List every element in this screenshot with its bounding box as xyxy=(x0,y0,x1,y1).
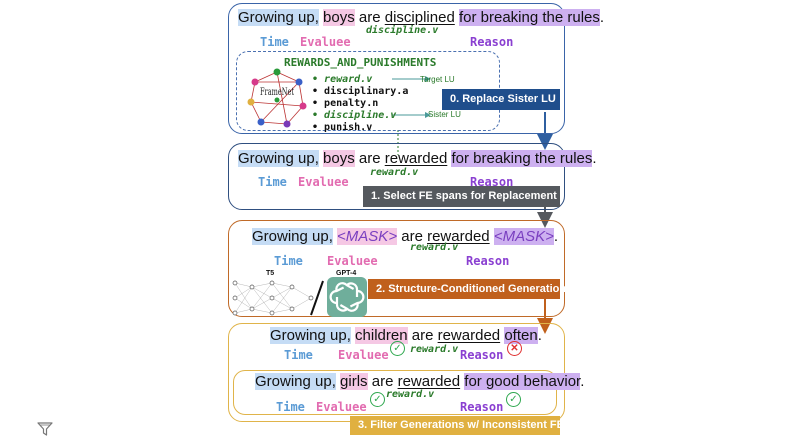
sentence-text: are xyxy=(367,373,398,390)
funnel-icon[interactable] xyxy=(37,421,53,437)
model-label-t5: T5 xyxy=(266,270,275,277)
replaced-lu: rewarded xyxy=(384,150,448,167)
check-icon: ✓ xyxy=(506,392,521,407)
fe-span-time: Growing up, xyxy=(270,327,351,344)
lu-label: reward.v xyxy=(386,389,435,400)
step-1-select-fe-spans: 1. Select FE spans for Replacement xyxy=(363,186,560,207)
original-sentence: Growing up, boys are disciplined for bre… xyxy=(238,9,604,26)
step-3-filter-generations: 3. Filter Generations w/ Inconsistent FE… xyxy=(350,416,570,435)
replaced-lu: rewarded xyxy=(427,228,490,245)
fe-label-time: Time xyxy=(274,254,303,268)
sister-lu-label: Sister LU xyxy=(428,110,461,119)
fe-label-time: Time xyxy=(260,35,289,49)
sentence-text: are xyxy=(407,327,438,344)
frame-lu-list: • reward.v • disciplinary.a • penalty.n … xyxy=(312,74,408,134)
fe-label-evaluee: Evaluee xyxy=(338,348,389,362)
fe-label-reason: Reason xyxy=(460,348,504,362)
fe-span-evaluee: girls xyxy=(340,373,368,390)
fe-label-reason: Reason xyxy=(460,400,504,414)
fe-span-reason: for good behavior xyxy=(464,373,581,390)
frame-lu-item: • punish.v xyxy=(312,122,373,133)
fe-span-evaluee: boys xyxy=(323,150,355,167)
lu-label: reward.v xyxy=(410,242,459,253)
fe-label-time: Time xyxy=(284,348,313,362)
fe-label-evaluee: Evaluee xyxy=(300,35,351,49)
fe-span-time: Growing up, xyxy=(252,228,333,245)
fe-label-evaluee: Evaluee xyxy=(298,175,349,189)
lu-label: discipline.v xyxy=(366,25,439,36)
sentence-text: are xyxy=(397,228,428,245)
frame-title: REWARDS_AND_PUNISHMENTS xyxy=(284,56,437,69)
generation-2-box xyxy=(233,370,557,415)
generation-2-sentence: Growing up, girls are rewarded for good … xyxy=(255,373,584,390)
fe-span-time: Growing up, xyxy=(255,373,336,390)
fe-span-reason: for breaking the rules xyxy=(451,150,593,167)
fe-label-reason: Reason xyxy=(470,35,514,49)
lu-label: reward.v xyxy=(410,344,459,355)
period: . xyxy=(580,373,585,390)
period: . xyxy=(592,150,597,167)
frame-lu-item: • disciplinary.a xyxy=(312,86,409,97)
fe-span-time: Growing up, xyxy=(238,9,319,26)
box-original-sentence xyxy=(228,3,565,134)
sentence-text: are xyxy=(354,150,385,167)
frame-lu-item: • discipline.v xyxy=(312,110,397,121)
target-lu-label: Target LU xyxy=(420,75,455,84)
replaced-lu: rewarded xyxy=(437,327,501,344)
check-icon: ✓ xyxy=(390,341,405,356)
period: . xyxy=(537,327,542,344)
check-icon: ✓ xyxy=(370,392,385,407)
fe-label-evaluee: Evaluee xyxy=(316,400,367,414)
replaced-lu: rewarded xyxy=(397,373,461,390)
masked-reason: <MASK> xyxy=(493,228,554,245)
step-2-structure-conditioned-generation: 2. Structure-Conditioned Generation xyxy=(368,279,566,299)
target-lu: disciplined xyxy=(384,9,455,26)
step-0-replace-sister-lu: 0. Replace Sister LU xyxy=(442,89,560,110)
period: . xyxy=(553,228,559,245)
slash-separator xyxy=(310,280,324,316)
masked-evaluee: <MASK> xyxy=(337,228,398,245)
frame-lu-item: • reward.v xyxy=(312,74,373,85)
fe-label-evaluee: Evaluee xyxy=(327,254,378,268)
fe-span-evaluee: boys xyxy=(323,9,355,26)
framenet-logo-icon: FrameNet xyxy=(247,68,307,128)
fe-label-reason: Reason xyxy=(470,175,514,189)
box-replaced-sentence xyxy=(228,143,565,210)
fe-span-time: Growing up, xyxy=(238,150,319,167)
model-label-gpt4: GPT-4 xyxy=(336,270,357,277)
generation-1-sentence: Growing up, children are rewarded often. xyxy=(270,327,542,344)
cross-icon: ✕ xyxy=(507,341,522,356)
fe-label-time: Time xyxy=(258,175,287,189)
replaced-sentence: Growing up, boys are rewarded for breaki… xyxy=(238,150,597,167)
masked-sentence: Growing up, <MASK> are rewarded <MASK>. xyxy=(252,228,558,245)
fe-label-reason: Reason xyxy=(466,254,510,268)
period: . xyxy=(599,9,605,26)
frame-lu-item: • penalty.n xyxy=(312,98,379,109)
box-generation xyxy=(228,220,565,317)
openai-logo-icon xyxy=(327,277,367,317)
lu-label: reward.v xyxy=(370,167,419,178)
neural-network-icon xyxy=(232,280,314,316)
sentence-text: are xyxy=(354,9,385,26)
fe-span-reason: for breaking the rules xyxy=(458,9,600,26)
fe-span-reason: often xyxy=(504,327,538,344)
fe-label-time: Time xyxy=(276,400,305,414)
framenet-logo-text: FrameNet xyxy=(260,87,294,98)
fe-span-evaluee: children xyxy=(355,327,408,344)
